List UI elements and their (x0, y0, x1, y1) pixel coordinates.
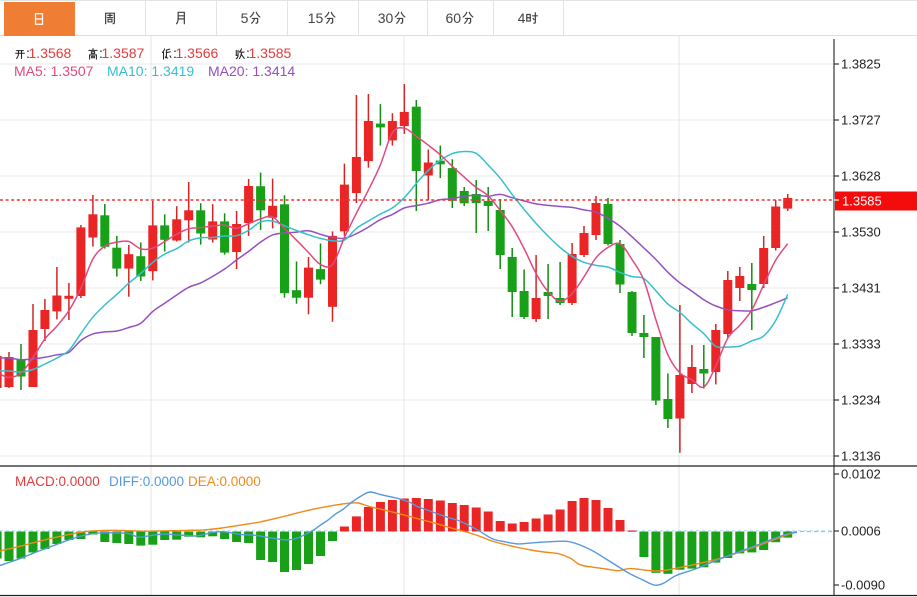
svg-text:1.3234: 1.3234 (841, 393, 881, 408)
svg-text:1.3431: 1.3431 (841, 281, 881, 296)
svg-text:1.3530: 1.3530 (841, 225, 881, 240)
svg-text:1.3628: 1.3628 (841, 169, 881, 184)
svg-text:1.3727: 1.3727 (841, 113, 881, 128)
svg-text:1.3585: 1.3585 (842, 194, 882, 209)
svg-text:-0.0090: -0.0090 (841, 578, 885, 593)
svg-text:1.3136: 1.3136 (841, 449, 881, 464)
svg-text:0.0006: 0.0006 (841, 524, 881, 539)
svg-text:1.3825: 1.3825 (841, 57, 881, 72)
svg-text:0.0102: 0.0102 (841, 467, 881, 482)
svg-text:1.3333: 1.3333 (841, 337, 881, 352)
